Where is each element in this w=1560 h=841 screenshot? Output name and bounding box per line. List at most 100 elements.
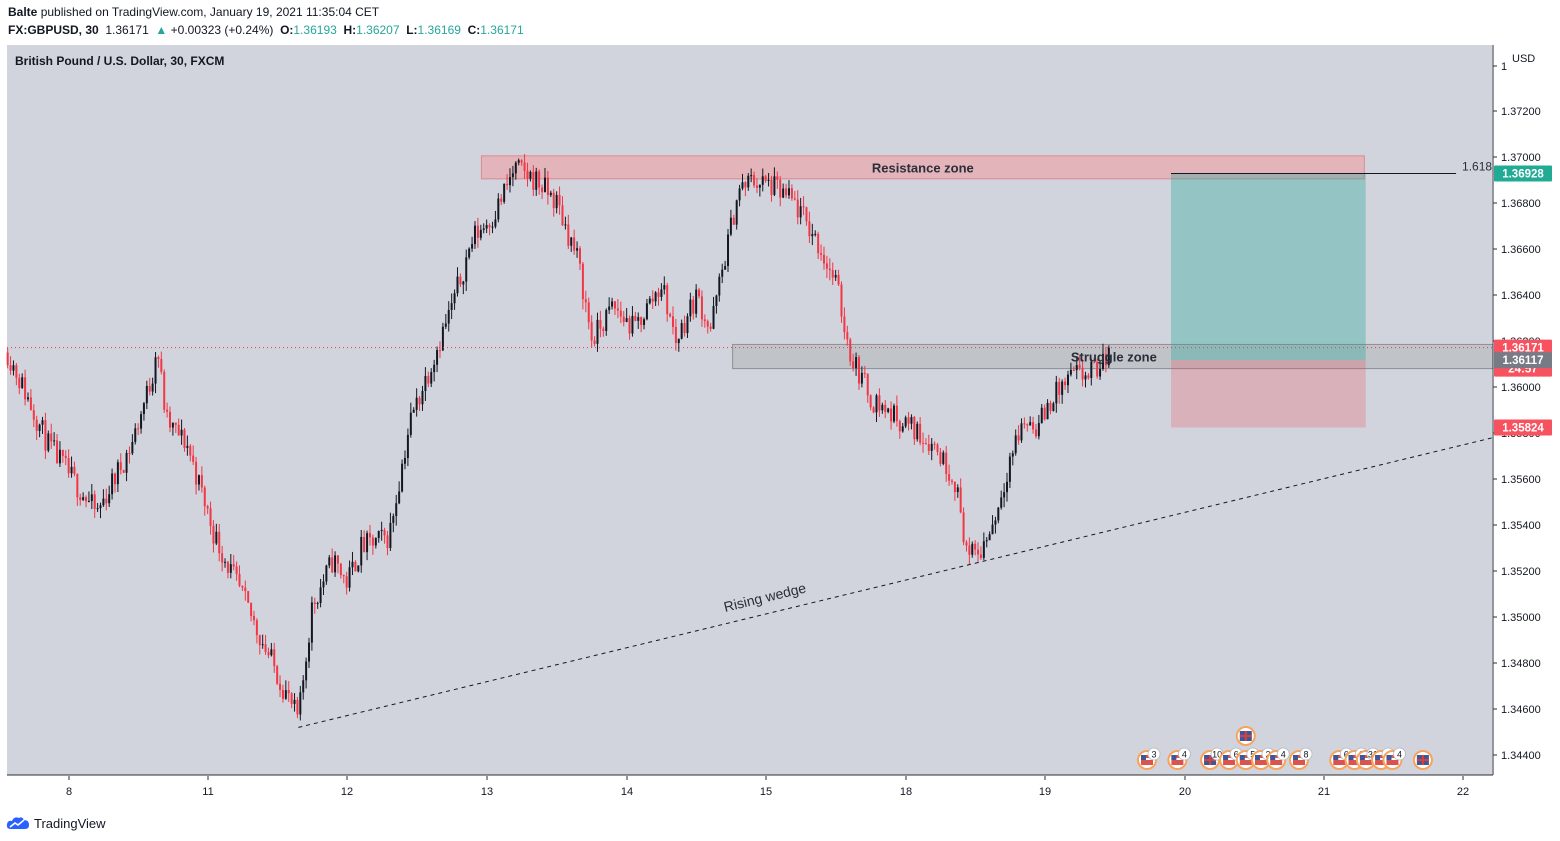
candle-body xyxy=(310,602,313,643)
candle-body xyxy=(363,536,366,553)
candle-body xyxy=(424,375,427,391)
candle-body xyxy=(116,462,119,485)
candle-body xyxy=(433,364,436,373)
candle-body xyxy=(576,248,579,251)
candle-body xyxy=(26,397,29,400)
candle-body xyxy=(244,587,247,592)
candle-body xyxy=(403,458,406,464)
candle-body xyxy=(232,564,235,567)
candle-body xyxy=(38,424,41,431)
candle-body xyxy=(151,383,154,392)
candle-body xyxy=(281,689,284,699)
candle-body xyxy=(1020,423,1023,441)
candle-body xyxy=(974,543,977,550)
candle-body xyxy=(145,385,148,404)
candle-body xyxy=(366,533,369,553)
candle-body xyxy=(945,452,948,475)
candle-body xyxy=(392,516,395,523)
candle-body xyxy=(79,497,82,500)
candle-body xyxy=(770,179,773,195)
candle-body xyxy=(895,405,898,422)
candle-body xyxy=(447,309,450,324)
flag-stripe xyxy=(1293,758,1305,760)
y-tick-label-top: 1 xyxy=(1501,61,1507,73)
candle-body xyxy=(389,522,392,549)
candle-body xyxy=(140,414,143,429)
candle-body xyxy=(386,535,389,549)
candle-body xyxy=(706,321,709,327)
candle-body xyxy=(108,494,111,504)
candle-body xyxy=(229,564,232,573)
candle-body xyxy=(305,661,308,681)
candle-body xyxy=(517,160,520,163)
candle-body xyxy=(602,328,605,331)
candle-body xyxy=(587,302,590,323)
flag-stripe xyxy=(1333,758,1346,760)
candle-body xyxy=(125,452,128,473)
flag-stripe xyxy=(1223,758,1236,760)
us-flag-icon: 4 xyxy=(1266,747,1290,770)
candle-body xyxy=(619,310,622,317)
candle-body xyxy=(663,285,666,290)
candle-body xyxy=(479,229,482,238)
candle-body xyxy=(904,417,907,427)
candle-body xyxy=(1040,407,1043,424)
candle-body xyxy=(267,651,270,656)
candle-body xyxy=(87,501,90,503)
candle-body xyxy=(599,319,602,329)
candle-body xyxy=(32,410,35,420)
candle-body xyxy=(508,177,511,186)
candle-body xyxy=(755,185,758,188)
candle-body xyxy=(35,419,38,431)
candle-body xyxy=(1099,368,1102,377)
candle-body xyxy=(584,299,587,303)
symbol-label[interactable]: FX:GBPUSD, 30 xyxy=(8,23,99,37)
candle-body xyxy=(863,372,866,374)
candle-body xyxy=(56,440,59,464)
candle-body xyxy=(299,692,302,715)
candle-body xyxy=(241,585,244,588)
x-tick-label: 14 xyxy=(621,786,633,798)
candle-body xyxy=(549,192,552,196)
candle-body xyxy=(209,508,212,526)
candle-body xyxy=(186,445,189,448)
candle-body xyxy=(884,404,887,412)
candle-body xyxy=(119,462,122,470)
candle-body xyxy=(671,316,674,327)
publisher-name[interactable]: Balte xyxy=(8,5,38,19)
candle-body xyxy=(683,323,686,334)
candle-body xyxy=(462,281,465,285)
candle-body xyxy=(21,377,24,389)
candle-body xyxy=(15,365,18,378)
candle-body xyxy=(965,542,968,546)
candle-body xyxy=(890,408,893,422)
time-axis[interactable] xyxy=(7,776,1493,804)
candle-body xyxy=(828,268,831,271)
candle-body xyxy=(270,649,273,656)
candle-body xyxy=(412,409,415,413)
candle-body xyxy=(380,529,383,532)
candle-body xyxy=(113,473,116,485)
candle-body xyxy=(111,473,114,495)
candle-body xyxy=(174,422,177,425)
candle-body xyxy=(959,487,962,513)
flag-stripe xyxy=(1359,758,1372,760)
candle-body xyxy=(933,443,936,445)
candle-body xyxy=(669,314,672,317)
candle-body xyxy=(709,326,712,329)
candle-body xyxy=(637,317,640,321)
candle-body xyxy=(570,237,573,246)
candle-body xyxy=(654,292,657,302)
y-tick-label: 1.35600 xyxy=(1501,474,1541,486)
tradingview-logo[interactable]: TradingView xyxy=(6,814,106,832)
candle-body xyxy=(761,176,764,185)
flag-canton xyxy=(1348,755,1354,760)
candle-body xyxy=(491,226,494,228)
candle-body xyxy=(732,217,735,225)
candle-body xyxy=(473,225,476,245)
candle-body xyxy=(471,244,474,249)
candle-body xyxy=(651,298,654,302)
candle-body xyxy=(767,179,770,181)
candle-body xyxy=(322,581,325,588)
